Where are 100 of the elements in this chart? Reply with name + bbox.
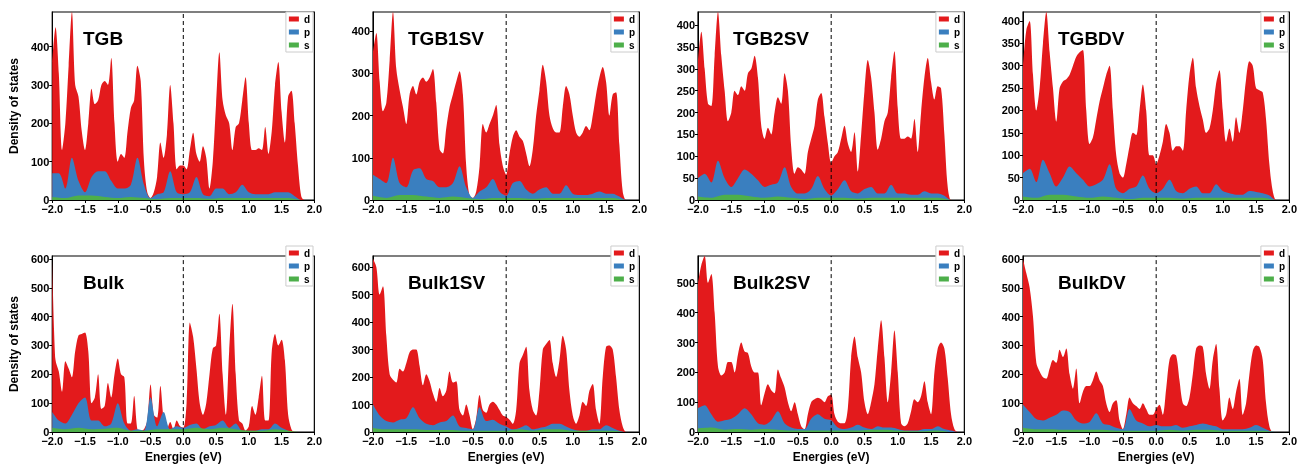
legend-label: s xyxy=(628,39,635,51)
y-tick-label: 100 xyxy=(1001,149,1020,162)
legend-label: s xyxy=(1278,39,1285,51)
y-tick-label: 400 xyxy=(30,310,50,323)
x-tick-label: 1.0 xyxy=(1215,202,1231,215)
x-tick-label: 1.0 xyxy=(890,202,906,215)
x-tick-label: 0.0 xyxy=(823,434,839,447)
text: TGB1SV xyxy=(408,28,485,49)
y-tick-label: 200 xyxy=(676,106,695,119)
legend-label: d xyxy=(303,247,310,259)
x-tick-label: 0.5 xyxy=(531,434,548,447)
y-tick-label: 400 xyxy=(351,316,370,329)
y-tick-label: 600 xyxy=(351,261,370,274)
y-tick-label: 300 xyxy=(30,339,50,352)
x-tick-label: −1.0 xyxy=(106,202,129,215)
y-tick-label: 200 xyxy=(30,368,50,381)
y-tick-label: 100 xyxy=(30,155,50,168)
legend-label: p xyxy=(628,260,635,272)
x-tick-label: −1.0 xyxy=(428,202,451,215)
y-tick-label: 300 xyxy=(1001,59,1020,72)
x-tick-label: 2.0 xyxy=(956,202,972,215)
text: TGB2SV xyxy=(733,28,810,49)
x-tick-label: 0.5 xyxy=(531,202,548,215)
y-tick-label: 400 xyxy=(351,25,370,38)
legend-label: d xyxy=(953,13,960,25)
legend-label: p xyxy=(1278,26,1285,38)
legend-label: d xyxy=(953,247,960,259)
x-tick-label: 0.0 xyxy=(1148,434,1164,447)
legend-label: s xyxy=(628,273,635,285)
legend-label: s xyxy=(953,39,960,51)
x-tick-label: 1.0 xyxy=(241,202,257,215)
x-tick-label: 1.0 xyxy=(565,202,581,215)
x-axis-title: Energies (eV) xyxy=(1117,450,1195,464)
y-tick-label: 500 xyxy=(1001,281,1020,294)
x-tick-label: −1.5 xyxy=(1045,434,1068,447)
x-tick-label: −1.5 xyxy=(74,434,96,447)
y-tick-label: 100 xyxy=(30,397,50,410)
x-tick-label: 2.0 xyxy=(306,434,322,447)
x-tick-label: −1.5 xyxy=(395,202,418,215)
y-tick-label: 200 xyxy=(351,371,370,384)
y-tick-label: 100 xyxy=(676,396,695,409)
x-tick-label: 1.5 xyxy=(923,202,939,215)
x-tick-label: −1.0 xyxy=(428,434,451,447)
x-tick-label: 0.5 xyxy=(208,202,224,215)
legend-label: d xyxy=(1278,247,1285,259)
x-tick-label: 1.5 xyxy=(1248,434,1264,447)
legend-label: s xyxy=(303,273,310,285)
text: Bulk1SV xyxy=(408,272,486,293)
y-tick-label: 100 xyxy=(1001,397,1020,410)
y-tick-label: 600 xyxy=(1001,252,1020,265)
legend-label: d xyxy=(628,13,635,25)
x-tick-label: 1.0 xyxy=(565,434,581,447)
x-tick-label: 1.5 xyxy=(273,202,290,215)
x-tick-label: −1.0 xyxy=(753,202,776,215)
x-tick-label: 1.5 xyxy=(273,434,290,447)
x-tick-label: 2.0 xyxy=(1281,434,1297,447)
y-tick-label: 400 xyxy=(30,40,50,53)
y-tick-label: 250 xyxy=(1001,82,1020,95)
y-tick-label: 100 xyxy=(676,150,695,163)
x-axis-title: Energies (eV) xyxy=(144,450,222,464)
x-tick-label: −0.5 xyxy=(139,434,162,447)
text: TGBDV xyxy=(1058,28,1125,49)
y-tick-label: 500 xyxy=(351,288,370,301)
x-tick-label: −0.5 xyxy=(787,202,809,215)
y-tick-label: 400 xyxy=(676,306,695,319)
y-tick-label: 200 xyxy=(1001,104,1020,117)
legend-label: p xyxy=(1278,260,1285,272)
y-tick-label: 300 xyxy=(351,343,370,356)
y-tick-label: 400 xyxy=(1001,14,1020,27)
y-tick-label: 200 xyxy=(676,366,695,379)
x-tick-label: 0.0 xyxy=(823,202,839,215)
y-tick-label: 400 xyxy=(1001,310,1020,323)
x-tick-label: 0.0 xyxy=(175,434,191,447)
x-tick-label: 1.0 xyxy=(1215,434,1231,447)
text: Bulk xyxy=(83,272,125,293)
y-axis-title: Density of states xyxy=(7,295,21,393)
x-tick-label: 1.5 xyxy=(598,202,614,215)
y-tick-label: 500 xyxy=(676,276,695,289)
x-tick-label: −1.5 xyxy=(74,202,96,215)
y-tick-label: 350 xyxy=(676,40,695,53)
legend-label: s xyxy=(953,273,960,285)
x-tick-label: 1.5 xyxy=(923,434,939,447)
legend-label: d xyxy=(628,247,635,259)
y-tick-label: 400 xyxy=(676,19,695,32)
legend-label: d xyxy=(1278,13,1285,25)
x-tick-label: −0.5 xyxy=(1112,434,1134,447)
x-tick-label: 0.5 xyxy=(856,434,873,447)
y-tick-label: 50 xyxy=(1007,171,1020,184)
y-tick-label: 50 xyxy=(682,172,695,185)
x-tick-label: 0.5 xyxy=(1181,202,1198,215)
x-tick-label: 2.0 xyxy=(631,434,647,447)
x-tick-label: −0.5 xyxy=(787,434,809,447)
y-tick-label: 200 xyxy=(30,117,50,130)
x-tick-label: 0.5 xyxy=(208,434,224,447)
x-tick-label: −1.5 xyxy=(720,202,743,215)
x-tick-label: −1.5 xyxy=(1045,202,1068,215)
x-tick-label: −0.5 xyxy=(139,202,162,215)
x-tick-label: 2.0 xyxy=(956,434,972,447)
y-tick-label: 500 xyxy=(30,281,50,294)
x-tick-label: 1.0 xyxy=(890,434,906,447)
